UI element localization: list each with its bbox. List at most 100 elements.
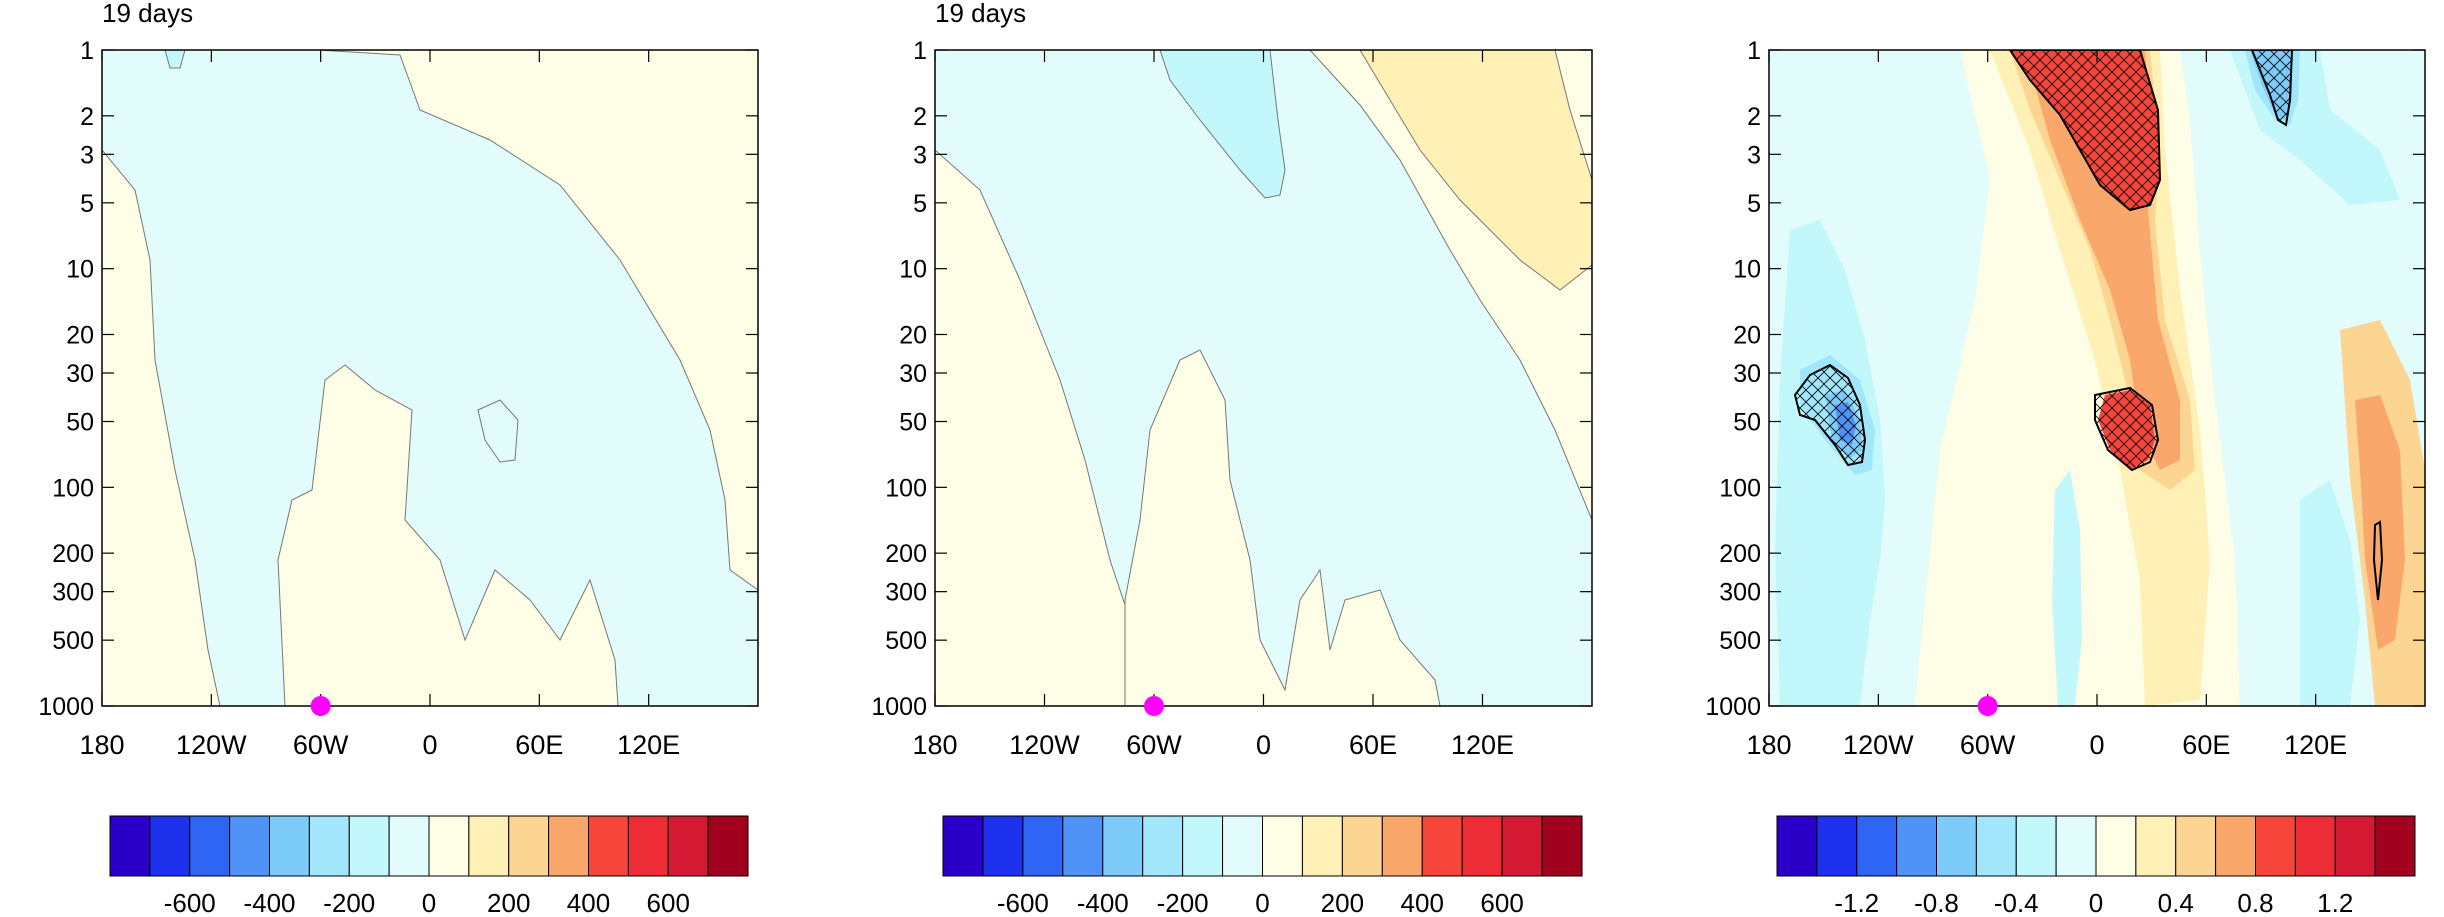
- panel-1-positive-region-west: [102, 149, 221, 706]
- x-tick-label: 60W: [293, 730, 349, 760]
- panel-3: 1 2 3 5 10 20 30 50 100 200 300 500 1000 180 120W 60W 0…: [1705, 37, 2426, 760]
- y-tick-label: 1000: [871, 693, 927, 721]
- y-tick-label: 2: [1747, 103, 1761, 131]
- x-tick-label: 180: [1746, 730, 1791, 760]
- y-tick-label: 1: [1747, 37, 1761, 65]
- y-tick-label: 50: [1733, 409, 1761, 437]
- colorbar-label: 600: [647, 888, 690, 917]
- y-tick-label: 20: [1733, 321, 1761, 349]
- y-tick-label: 10: [899, 256, 927, 284]
- y-tick-label: 500: [1719, 627, 1761, 655]
- x-tick-label: 120E: [2284, 730, 2347, 760]
- y-tick-label: 5: [80, 190, 94, 218]
- colorbar-swatch: [1816, 815, 1858, 877]
- x-tick-label: 120W: [176, 730, 247, 760]
- colorbar-label: 0.4: [2158, 888, 2194, 917]
- colorbar-swatch: [1856, 815, 1898, 877]
- panel-2-marker: [1144, 696, 1164, 716]
- y-tick-label: 3: [80, 141, 94, 169]
- colorbar-swatch: [1421, 815, 1463, 877]
- colorbar-2: -600 -400 -200 0 200 400 600: [942, 815, 1583, 917]
- colorbar-swatch: [229, 815, 270, 877]
- panel-3-blue-mid: [2052, 470, 2082, 706]
- colorbar-swatch: [428, 815, 470, 877]
- colorbar-swatch: [109, 815, 151, 877]
- y-tick-label: 200: [52, 540, 94, 568]
- y-tick-label: 10: [1733, 256, 1761, 284]
- y-tick-label: 50: [899, 409, 927, 437]
- colorbar-label: -1.2: [1834, 888, 1879, 917]
- colorbar-label: -600: [164, 888, 216, 917]
- panel-3-marker: [1977, 696, 1998, 716]
- colorbar-swatch: [269, 815, 310, 877]
- colorbar-swatch: [2334, 815, 2376, 877]
- panel-1-title: 19 days: [102, 0, 193, 28]
- colorbar-swatch: [707, 815, 749, 877]
- panel-2-title: 19 days: [935, 0, 1026, 28]
- y-tick-label: 200: [885, 540, 927, 568]
- y-tick-label: 20: [899, 321, 927, 349]
- panel-3-hatched-upper: [2008, 50, 2162, 212]
- panel-3-hatched-lower: [2094, 386, 2160, 472]
- colorbar-swatch: [1062, 815, 1104, 877]
- panel-3-blue-west: [1775, 220, 1885, 706]
- colorbar-swatch: [2215, 815, 2256, 877]
- y-tick-label: 2: [80, 103, 94, 131]
- y-tick-label: 1000: [1705, 693, 1761, 721]
- x-tick-label: 0: [422, 730, 437, 760]
- x-tick-label: 0: [2089, 730, 2104, 760]
- colorbar-swatch: [2175, 815, 2217, 877]
- colorbar-label: 0: [2089, 888, 2103, 917]
- colorbar-label: 1.2: [2317, 888, 2353, 917]
- x-tick-label: 120W: [1009, 730, 1080, 760]
- y-tick-label: 1: [913, 37, 927, 65]
- panel-2-positive-blob: [1359, 50, 1592, 291]
- panel-3-x-axis: 180 120W 60W 0 60E 120E: [1746, 50, 2347, 760]
- colorbar-swatch: [1142, 815, 1184, 877]
- panel-2: 19 days 1 2 3 5 10 20 30 50 100 200 300 500 1000 180…: [871, 0, 1593, 760]
- colorbar-swatch: [2294, 815, 2336, 877]
- y-tick-label: 10: [66, 256, 94, 284]
- colorbar-label: 600: [1480, 888, 1523, 917]
- panel-1: 19 days 1 2 3 5 10 20 30 50 100 200 300 500 1000 180…: [38, 0, 759, 760]
- x-tick-label: 0: [1256, 730, 1271, 760]
- panel-1-center-blob: [477, 399, 519, 463]
- colorbar-label: -600: [997, 888, 1049, 917]
- panel-2-field: [935, 50, 1592, 706]
- colorbar-swatch: [1776, 815, 1818, 877]
- colorbar-swatch: [627, 815, 669, 877]
- y-tick-label: 1: [80, 37, 94, 65]
- y-tick-label: 30: [66, 360, 94, 388]
- y-tick-label: 500: [885, 627, 927, 655]
- colorbar-label: 0.8: [2237, 888, 2273, 917]
- colorbar-label: 400: [1401, 888, 1444, 917]
- panel-2-positive-region-west: [935, 149, 1156, 706]
- colorbar-swatch: [982, 815, 1024, 877]
- colorbar-swatch: [1222, 815, 1263, 877]
- x-tick-label: 60E: [1349, 730, 1397, 760]
- colorbar-label: -400: [243, 888, 295, 917]
- y-tick-label: 3: [913, 141, 927, 169]
- colorbar-swatch: [1936, 815, 1977, 877]
- colorbar-label: -200: [323, 888, 375, 917]
- colorbar-swatch: [1541, 815, 1583, 877]
- colorbar-swatch: [1182, 815, 1224, 877]
- colorbar-swatch: [548, 815, 589, 877]
- x-tick-label: 180: [79, 730, 124, 760]
- y-tick-label: 20: [66, 321, 94, 349]
- colorbar-swatch: [588, 815, 629, 877]
- panel-1-y-axis: 1 2 3 5 10 20 30 50 100 200 300 500 1000: [38, 37, 758, 721]
- panel-3-blue-east-low: [2300, 480, 2360, 706]
- y-tick-label: 5: [913, 190, 927, 218]
- panel-1-x-axis: 180 120W 60W 0 60E 120E: [79, 50, 680, 760]
- y-tick-label: 200: [1719, 540, 1761, 568]
- colorbar-label: 400: [567, 888, 610, 917]
- colorbar-swatch: [2095, 815, 2137, 877]
- x-tick-label: 180: [912, 730, 957, 760]
- y-tick-label: 3: [1747, 141, 1761, 169]
- colorbar-swatch: [2135, 815, 2177, 877]
- colorbar-swatch: [1341, 815, 1383, 877]
- colorbar-swatch: [667, 815, 709, 877]
- y-tick-label: 500: [52, 627, 94, 655]
